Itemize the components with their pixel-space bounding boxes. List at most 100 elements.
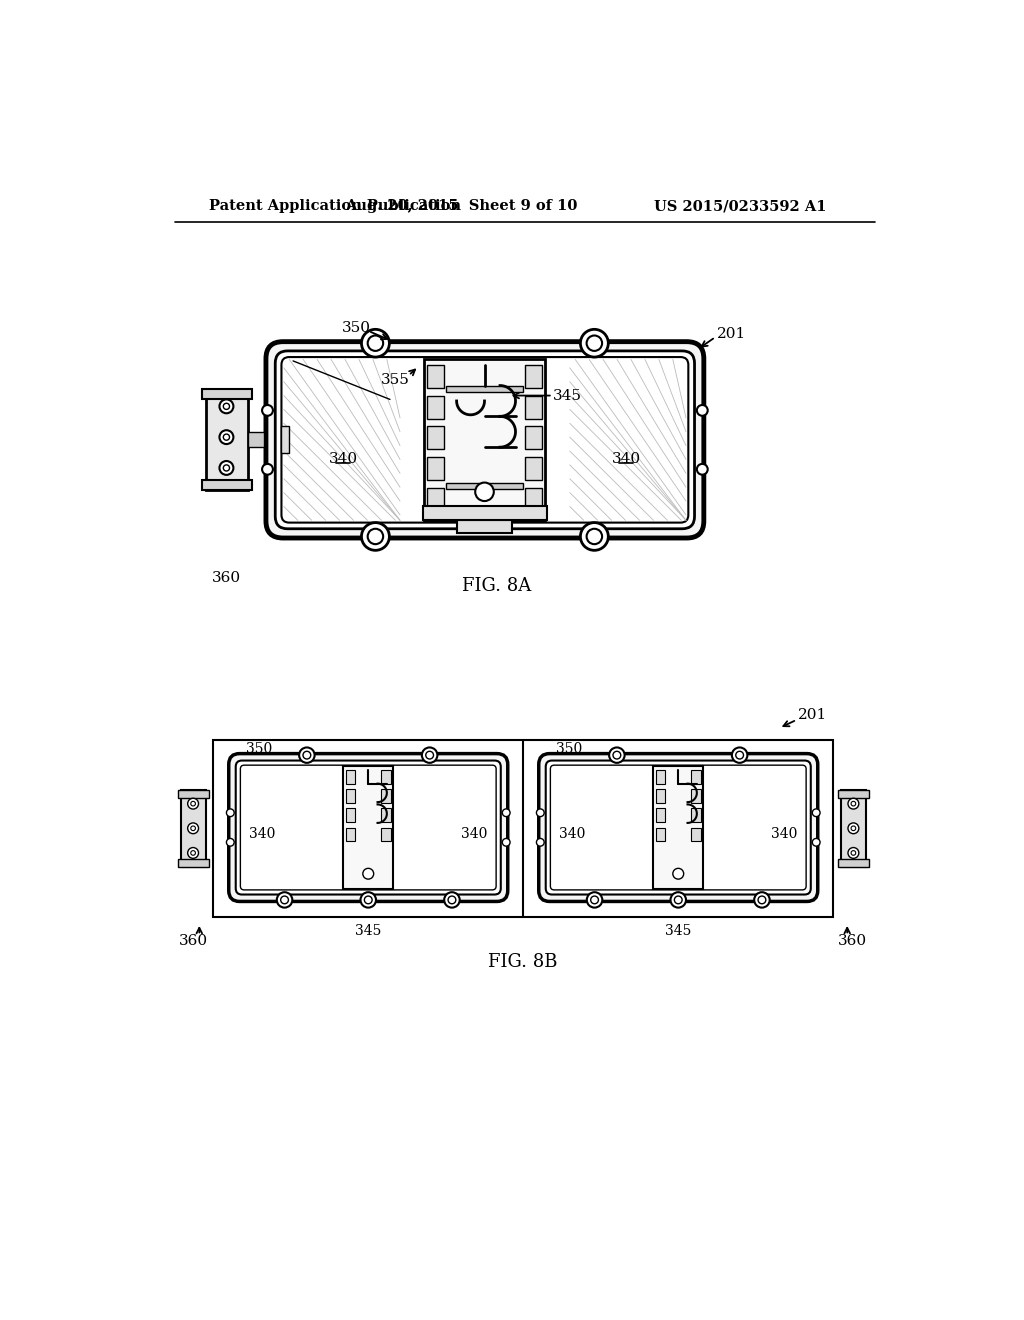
Circle shape bbox=[362, 869, 374, 879]
Bar bbox=[841, 789, 866, 867]
Text: US 2015/0233592 A1: US 2015/0233592 A1 bbox=[654, 199, 826, 213]
Bar bbox=[524, 457, 542, 480]
Bar bbox=[427, 426, 444, 450]
Circle shape bbox=[736, 751, 743, 759]
Circle shape bbox=[426, 751, 433, 759]
Circle shape bbox=[851, 826, 856, 830]
Bar bbox=[838, 859, 869, 867]
Text: 360: 360 bbox=[212, 572, 241, 585]
Bar bbox=[346, 770, 355, 784]
Text: 345: 345 bbox=[553, 388, 582, 403]
Bar bbox=[566, 359, 687, 521]
Circle shape bbox=[223, 434, 229, 441]
Bar bbox=[427, 488, 444, 511]
Circle shape bbox=[299, 747, 314, 763]
Circle shape bbox=[276, 892, 292, 908]
Bar bbox=[524, 426, 542, 450]
Bar bbox=[524, 488, 542, 511]
Circle shape bbox=[675, 896, 682, 904]
Circle shape bbox=[444, 892, 460, 908]
Bar bbox=[655, 808, 665, 822]
Text: 201: 201 bbox=[717, 327, 746, 341]
Circle shape bbox=[190, 850, 196, 855]
Bar bbox=[381, 828, 391, 841]
Bar bbox=[241, 766, 284, 890]
Bar bbox=[202, 389, 252, 399]
FancyBboxPatch shape bbox=[236, 760, 501, 895]
Bar bbox=[655, 789, 665, 803]
Circle shape bbox=[187, 822, 199, 834]
Bar bbox=[653, 766, 703, 890]
Text: 340: 340 bbox=[461, 826, 487, 841]
Bar bbox=[691, 828, 700, 841]
Circle shape bbox=[851, 850, 856, 855]
Bar bbox=[180, 789, 206, 867]
FancyBboxPatch shape bbox=[228, 754, 508, 902]
Bar bbox=[346, 808, 355, 822]
Circle shape bbox=[581, 330, 608, 358]
Circle shape bbox=[226, 838, 234, 846]
Circle shape bbox=[219, 430, 233, 444]
Bar bbox=[691, 770, 700, 784]
Circle shape bbox=[262, 463, 273, 475]
Bar bbox=[346, 789, 355, 803]
Text: Patent Application Publication: Patent Application Publication bbox=[209, 199, 462, 213]
Text: 201: 201 bbox=[799, 708, 827, 722]
Circle shape bbox=[848, 822, 859, 834]
Circle shape bbox=[368, 529, 383, 544]
Text: 340: 340 bbox=[771, 826, 798, 841]
Circle shape bbox=[219, 400, 233, 413]
Circle shape bbox=[360, 892, 376, 908]
Circle shape bbox=[697, 463, 708, 475]
Bar bbox=[427, 364, 444, 388]
Text: 355: 355 bbox=[381, 374, 410, 387]
Text: FIG. 8A: FIG. 8A bbox=[462, 577, 530, 595]
Text: 340: 340 bbox=[559, 826, 586, 841]
Bar bbox=[524, 364, 542, 388]
Circle shape bbox=[613, 751, 621, 759]
Circle shape bbox=[812, 838, 820, 846]
Bar bbox=[655, 828, 665, 841]
Circle shape bbox=[758, 896, 766, 904]
Text: 345: 345 bbox=[665, 924, 691, 937]
Bar bbox=[248, 432, 263, 447]
Text: 345: 345 bbox=[355, 924, 381, 937]
Bar bbox=[346, 828, 355, 841]
Circle shape bbox=[673, 869, 684, 879]
Circle shape bbox=[303, 751, 310, 759]
Bar bbox=[445, 385, 523, 392]
Circle shape bbox=[361, 330, 389, 358]
Circle shape bbox=[581, 523, 608, 550]
Circle shape bbox=[591, 896, 598, 904]
Text: Aug. 20, 2015  Sheet 9 of 10: Aug. 20, 2015 Sheet 9 of 10 bbox=[345, 199, 578, 213]
Bar bbox=[655, 770, 665, 784]
Circle shape bbox=[609, 747, 625, 763]
Circle shape bbox=[851, 801, 856, 807]
FancyBboxPatch shape bbox=[282, 358, 688, 523]
Bar bbox=[458, 520, 512, 533]
Bar bbox=[424, 359, 545, 521]
Text: 350: 350 bbox=[556, 742, 582, 756]
Bar bbox=[177, 859, 209, 867]
Bar bbox=[343, 766, 393, 890]
Bar bbox=[691, 808, 700, 822]
Bar bbox=[381, 808, 391, 822]
Bar bbox=[691, 789, 700, 803]
Text: 340: 340 bbox=[329, 451, 358, 466]
Circle shape bbox=[503, 838, 510, 846]
Circle shape bbox=[732, 747, 748, 763]
Circle shape bbox=[697, 405, 708, 416]
Text: 350: 350 bbox=[246, 742, 272, 756]
Circle shape bbox=[190, 801, 196, 807]
Circle shape bbox=[365, 896, 372, 904]
Circle shape bbox=[848, 799, 859, 809]
Circle shape bbox=[223, 404, 229, 409]
Bar bbox=[763, 766, 805, 890]
Bar bbox=[283, 359, 403, 521]
Bar bbox=[524, 396, 542, 418]
Circle shape bbox=[219, 461, 233, 475]
Circle shape bbox=[187, 847, 199, 858]
Circle shape bbox=[755, 892, 770, 908]
Circle shape bbox=[587, 529, 602, 544]
Bar bbox=[282, 425, 289, 453]
